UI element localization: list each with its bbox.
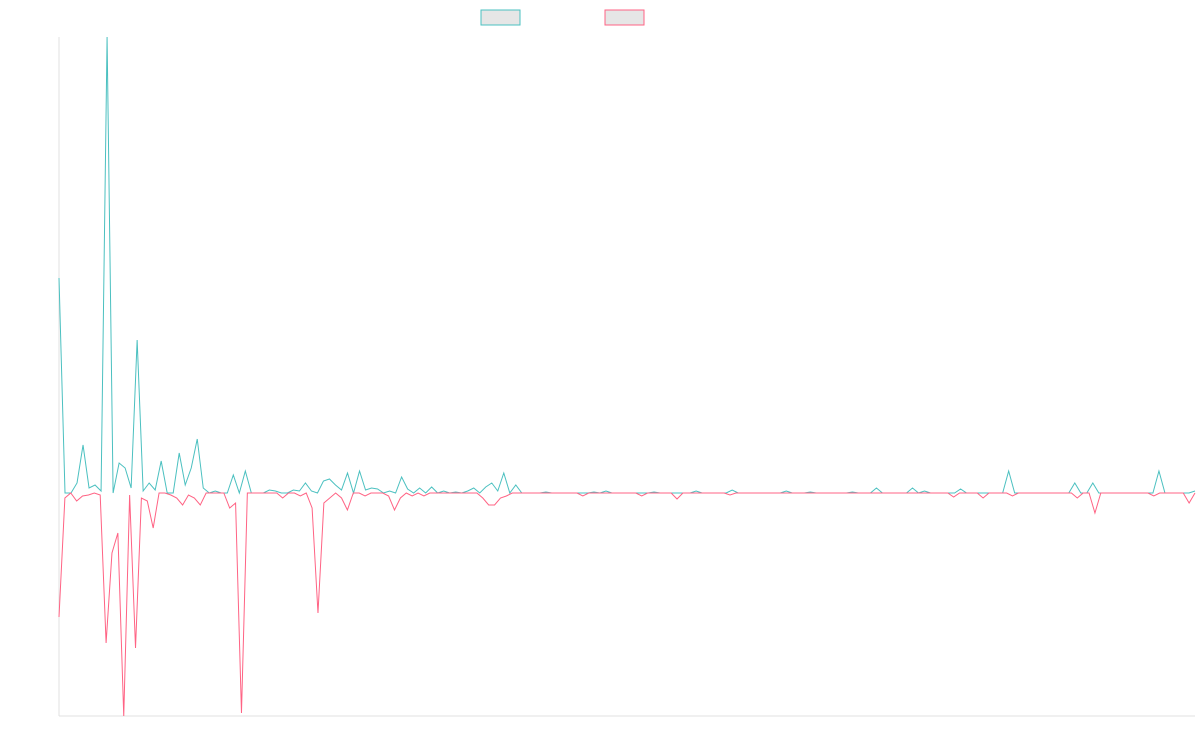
line [58, 492, 1196, 717]
legend-swatch [604, 9, 645, 26]
legend-swatch [480, 9, 521, 26]
line [58, 36, 1196, 495]
